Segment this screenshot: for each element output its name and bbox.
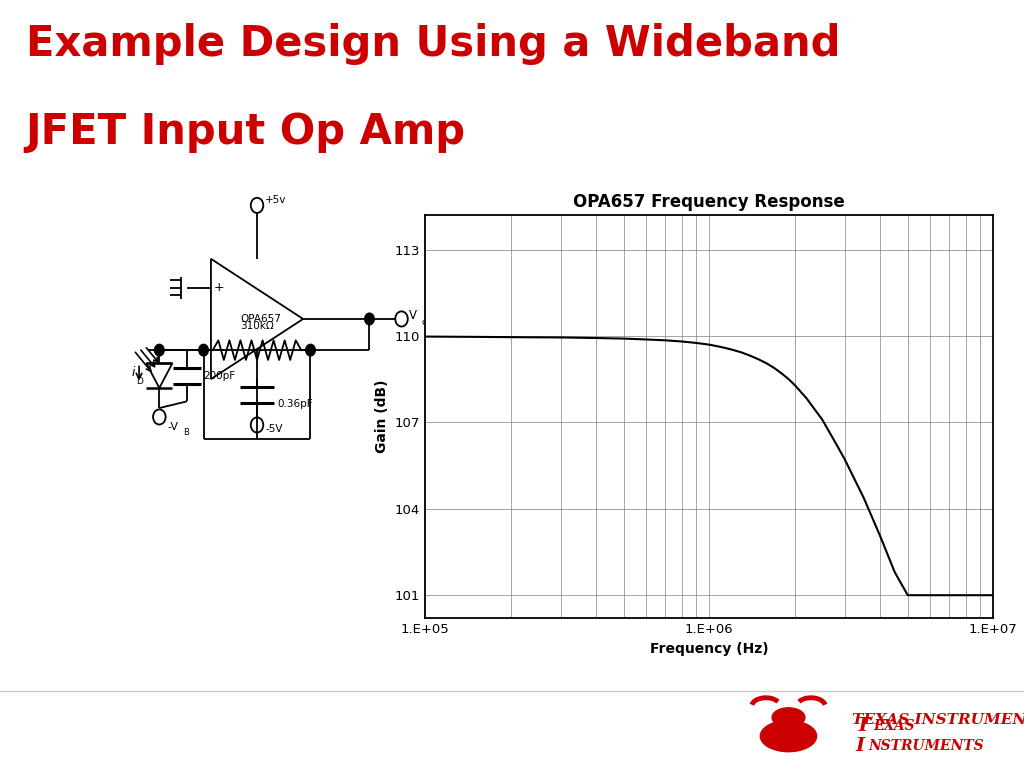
- Text: V: V: [409, 310, 417, 323]
- Text: +: +: [214, 281, 224, 294]
- Text: 200pF: 200pF: [204, 371, 236, 381]
- Circle shape: [306, 344, 315, 356]
- Text: +5v: +5v: [265, 195, 287, 205]
- Text: 0.36pF: 0.36pF: [278, 399, 313, 409]
- Ellipse shape: [760, 720, 817, 752]
- Text: i: i: [132, 366, 135, 379]
- Text: NSTRUMENTS: NSTRUMENTS: [868, 740, 984, 753]
- Circle shape: [155, 344, 164, 356]
- Text: TEXAS INSTRUMENTS: TEXAS INSTRUMENTS: [852, 713, 1024, 727]
- Ellipse shape: [772, 708, 805, 727]
- Text: EXAS: EXAS: [873, 719, 925, 733]
- Text: -5V: -5V: [265, 424, 283, 434]
- X-axis label: Frequency (Hz): Frequency (Hz): [650, 641, 768, 656]
- Text: T: T: [855, 717, 869, 735]
- Circle shape: [199, 344, 208, 356]
- Text: -V: -V: [168, 422, 178, 432]
- Text: OPA657: OPA657: [241, 314, 282, 324]
- Text: 310kΩ: 310kΩ: [241, 322, 273, 332]
- Text: Example Design Using a Wideband: Example Design Using a Wideband: [26, 23, 840, 65]
- Text: I: I: [855, 737, 864, 756]
- Circle shape: [365, 313, 374, 325]
- Text: JFET Input Op Amp: JFET Input Op Amp: [26, 111, 466, 154]
- Y-axis label: Gain (dB): Gain (dB): [375, 380, 389, 453]
- Title: OPA657 Frequency Response: OPA657 Frequency Response: [573, 193, 845, 210]
- Text: B: B: [183, 428, 189, 437]
- Text: −: −: [213, 343, 225, 357]
- Text: o: o: [422, 318, 427, 327]
- Text: D: D: [136, 377, 143, 386]
